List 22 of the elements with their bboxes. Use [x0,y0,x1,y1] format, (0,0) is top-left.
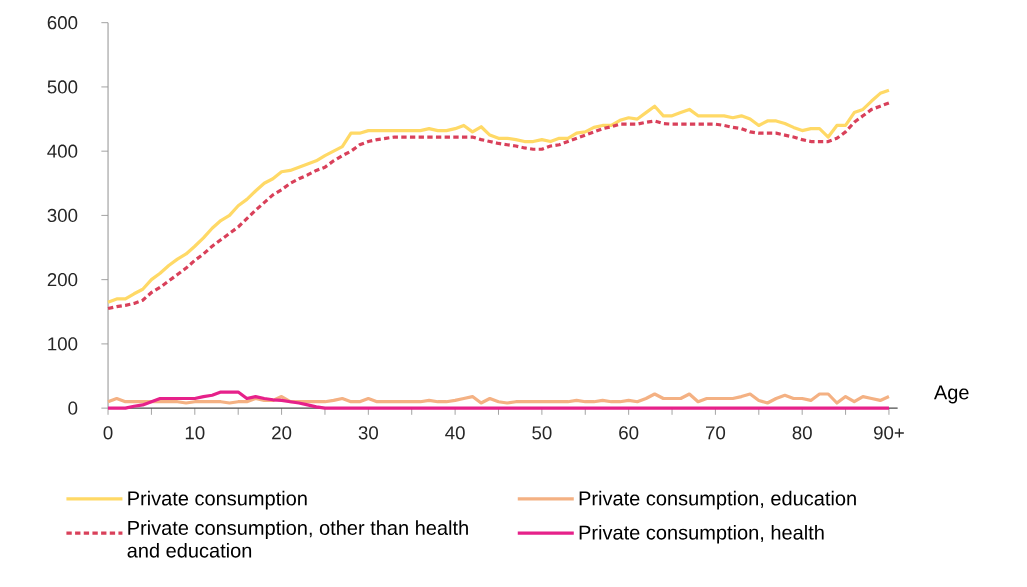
y-tick-label: 0 [68,401,78,415]
x-tick-label: 60 [619,426,639,440]
legend-label: Private consumption, other than health and education [127,520,468,558]
x-tick-label: 10 [185,426,205,440]
y-tick-label: 500 [47,80,78,94]
legend-label: Private consumption [128,490,307,510]
x-tick-label: 30 [358,426,378,440]
y-tick-label: 400 [47,144,78,158]
x-tick-label: 50 [532,426,552,440]
y-tick-label: 200 [47,273,78,287]
x-tick-label: 0 [103,426,113,440]
x-tick-label: 40 [445,426,465,440]
x-tick-label: 90+ [873,426,904,440]
y-tick-label: 600 [47,16,78,30]
x-axis-title: Age [933,385,969,404]
legend-label: Private consumption, education [579,490,856,510]
y-tick-label: 300 [47,208,78,223]
x-tick-label: 70 [705,426,726,440]
legend-label: Private consumption, health [579,525,824,544]
x-tick-label: 20 [272,426,292,440]
y-tick-label: 100 [48,337,78,351]
x-tick-label: 80 [792,426,812,440]
